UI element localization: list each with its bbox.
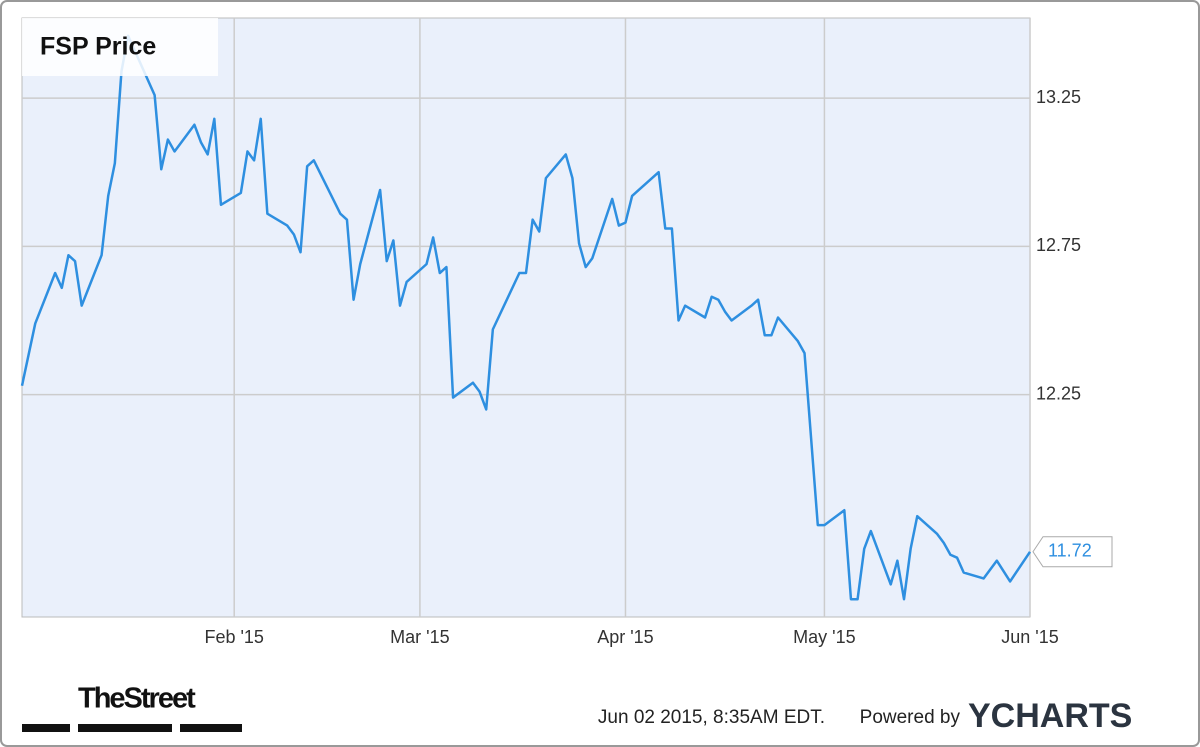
brand: YCHARTS — [968, 697, 1132, 735]
logo-bar — [22, 724, 70, 732]
timestamp: Jun 02 2015, 8:35AM EDT. — [598, 707, 825, 728]
y-tick-label: 12.25 — [1036, 383, 1081, 403]
x-tick-label: May '15 — [793, 627, 855, 647]
y-tick-label: 12.75 — [1036, 235, 1081, 255]
chart-title: FSP Price — [40, 33, 156, 61]
x-tick-label: Apr '15 — [597, 627, 653, 647]
logo: TheStreet — [78, 683, 196, 715]
y-tick-label: 13.25 — [1036, 87, 1081, 107]
logo-bar — [78, 724, 172, 732]
price-line — [20, 34, 1032, 601]
last-value-callout — [1032, 536, 1113, 568]
x-tick-label: Jun '15 — [1001, 627, 1058, 647]
x-tick-label: Feb '15 — [204, 627, 263, 647]
x-tick-label: Mar '15 — [390, 627, 449, 647]
plot-area — [20, 17, 1032, 618]
title-box — [22, 18, 218, 76]
powered-by: Powered by — [860, 707, 961, 728]
plot-background — [21, 17, 1031, 618]
logo-bar — [180, 724, 242, 732]
last-value-label: 11.72 — [1048, 541, 1092, 561]
